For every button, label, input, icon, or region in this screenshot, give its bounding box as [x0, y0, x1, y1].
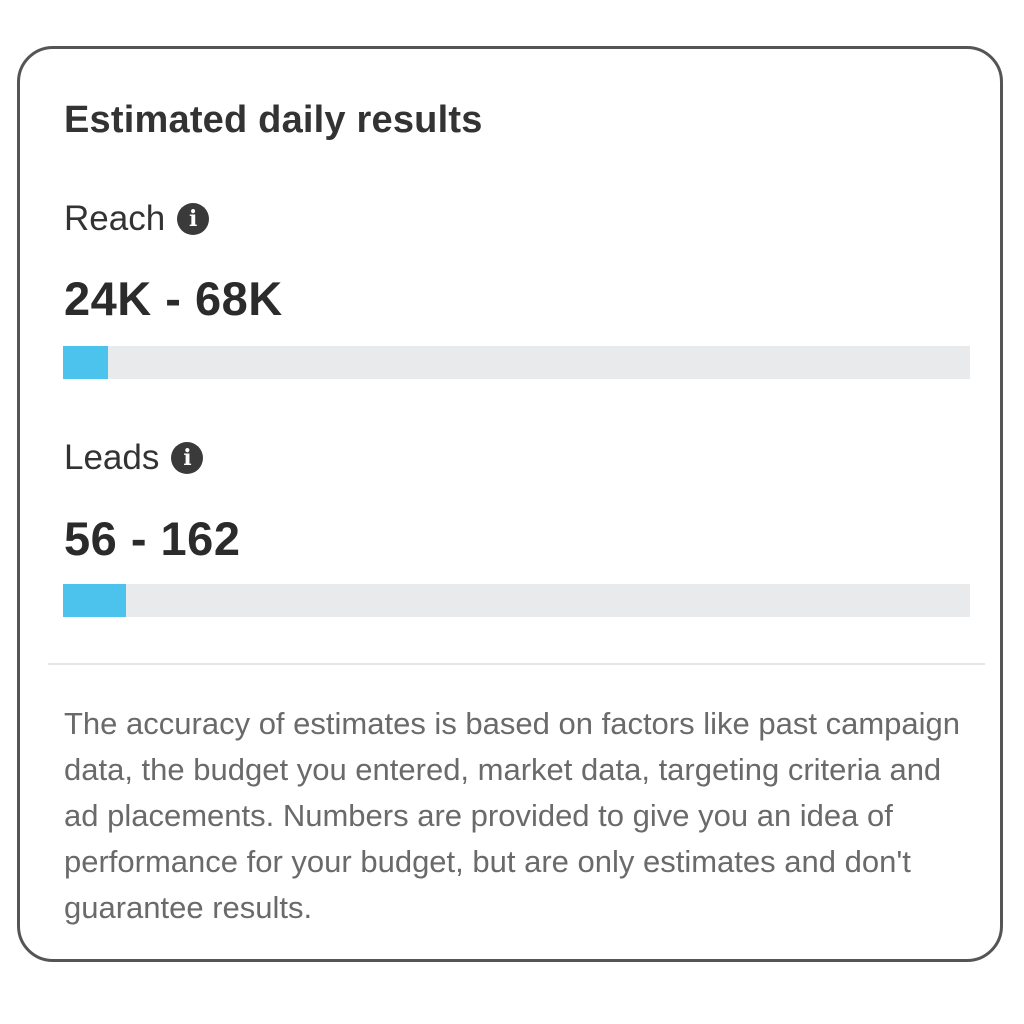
estimated-results-card: Estimated daily results Reach i 24K - 68… [17, 46, 1003, 962]
leads-progress-bar [63, 584, 970, 617]
leads-label-row: Leads i [64, 438, 204, 478]
reach-info-icon[interactable]: i [177, 203, 210, 235]
reach-progress-bar [63, 346, 970, 379]
card-title: Estimated daily results [64, 99, 483, 141]
leads-value: 56 - 162 [64, 512, 241, 565]
reach-progress-fill [63, 346, 109, 379]
section-divider [48, 663, 985, 665]
leads-label: Leads [64, 438, 160, 477]
disclaimer-text: The accuracy of estimates is based on fa… [64, 706, 960, 925]
reach-label: Reach [64, 199, 166, 238]
reach-label-row: Reach i [64, 199, 210, 239]
leads-progress-fill [63, 584, 127, 617]
reach-value: 24K - 68K [64, 272, 283, 325]
leads-info-icon[interactable]: i [171, 442, 204, 474]
